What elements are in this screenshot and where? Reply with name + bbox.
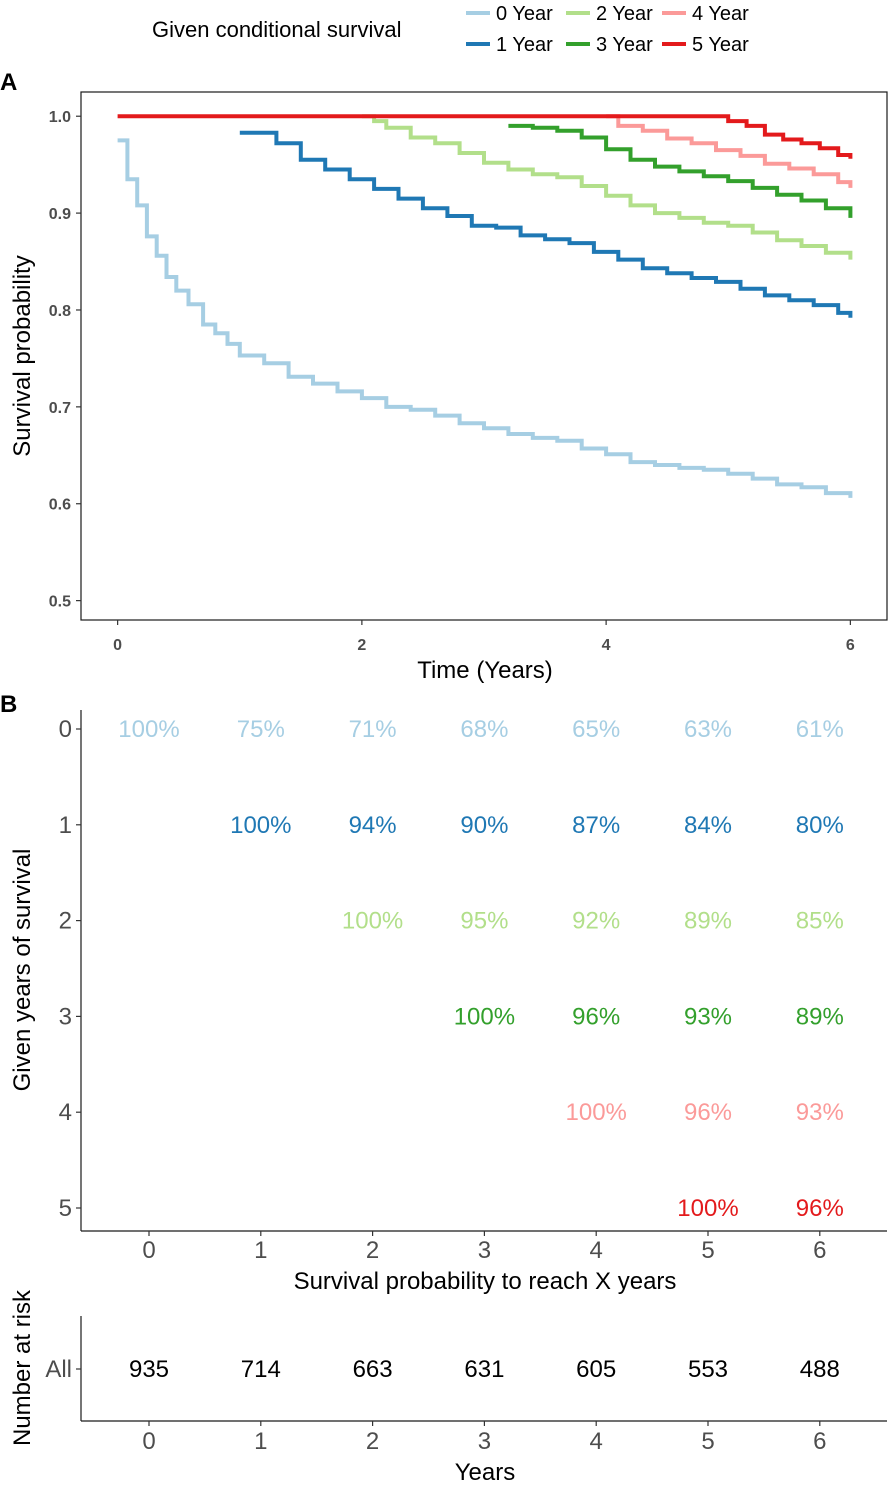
risk-col-tick-label-6: 6 — [813, 1428, 826, 1455]
x-tick-label-2: 2 — [357, 637, 366, 654]
col-tick-label-3: 3 — [478, 1237, 491, 1264]
y-tick-label-1-0: 1.0 — [49, 109, 71, 126]
risk-col-tick-label-0: 0 — [142, 1428, 155, 1455]
cell-given-3-year-6: 89% — [796, 1003, 844, 1030]
conditional-survival-table: 0 1 2 3 4 5 0 1 2 3 4 5 6 100% 75% 71% 68% 65% 63% 61% 100… — [9, 710, 887, 1295]
series-line-5-year — [117, 114, 853, 159]
row-tick-label-2: 2 — [59, 908, 72, 935]
risk-col-tick-label-3: 3 — [478, 1428, 491, 1455]
risk-x-axis-title: Years — [455, 1459, 516, 1486]
legend-label-0-year: 0 Year — [496, 3, 553, 25]
x-tick-label-4: 4 — [602, 637, 611, 654]
cell-given-5-year-5: 100% — [677, 1195, 738, 1222]
cell-given-1-year-6: 80% — [796, 812, 844, 839]
cell-given-1-year-5: 84% — [684, 812, 732, 839]
legend-label-4-year: 4 Year — [692, 3, 749, 25]
series-line-2-year — [361, 114, 853, 260]
series-line-4-year — [606, 114, 853, 188]
legend-label-5-year: 5 Year — [692, 34, 749, 56]
cell-given-1-year-3: 90% — [460, 812, 508, 839]
risk-col-tick-label-4: 4 — [590, 1428, 603, 1455]
panel-b-y-axis-title: Given years of survival — [9, 849, 36, 1092]
risk-count-year-1: 714 — [241, 1356, 281, 1383]
panel-a-x-axis-title: Time (Years) — [417, 657, 553, 684]
col-tick-label-6: 6 — [813, 1237, 826, 1264]
panel-a-y-axis-title: Survival probability — [9, 255, 36, 456]
col-tick-label-5: 5 — [701, 1237, 714, 1264]
cell-given-5-year-6: 96% — [796, 1195, 844, 1222]
risk-count-year-3: 631 — [464, 1356, 504, 1383]
survival-curve-panel: 0.5 0.6 0.7 0.8 0.9 1.0 0 2 4 6 Time (Years) Sur… — [9, 91, 888, 684]
cell-given-1-year-4: 87% — [572, 812, 620, 839]
x-tick-label-0: 0 — [113, 637, 122, 654]
y-tick-label-0-7: 0.7 — [49, 400, 71, 417]
legend-label-1-year: 1 Year — [496, 34, 553, 56]
cell-given-2-year-4: 92% — [572, 908, 620, 935]
risk-count-year-4: 605 — [576, 1356, 616, 1383]
col-tick-label-2: 2 — [366, 1237, 379, 1264]
cell-given-3-year-4: 96% — [572, 1003, 620, 1030]
legend-label-3-year: 3 Year — [596, 34, 653, 56]
col-tick-label-0: 0 — [142, 1237, 155, 1264]
cell-given-4-year-5: 96% — [684, 1099, 732, 1126]
col-tick-label-4: 4 — [590, 1237, 603, 1264]
cell-given-4-year-6: 93% — [796, 1099, 844, 1126]
cell-given-0-year-6: 61% — [796, 716, 844, 743]
legend-label-2-year: 2 Year — [596, 3, 653, 25]
cell-given-2-year-5: 89% — [684, 908, 732, 935]
cell-given-3-year-3: 100% — [454, 1003, 515, 1030]
panel-a-label: A — [0, 69, 17, 96]
risk-col-tick-label-1: 1 — [254, 1428, 267, 1455]
risk-col-tick-label-2: 2 — [366, 1428, 379, 1455]
cell-given-0-year-2: 71% — [349, 716, 397, 743]
risk-col-tick-label-5: 5 — [701, 1428, 714, 1455]
legend-title: Given conditional survival — [152, 17, 401, 42]
y-tick-label-0-9: 0.9 — [49, 206, 71, 223]
cell-given-0-year-0: 100% — [118, 716, 179, 743]
x-tick-label-6: 6 — [846, 637, 855, 654]
risk-count-year-6: 488 — [800, 1356, 840, 1383]
row-tick-label-1: 1 — [59, 812, 72, 839]
cell-given-3-year-5: 93% — [684, 1003, 732, 1030]
series-line-0-year — [117, 138, 853, 498]
y-tick-label-0-5: 0.5 — [49, 594, 71, 611]
risk-count-year-0: 935 — [129, 1356, 169, 1383]
cell-given-0-year-1: 75% — [237, 716, 285, 743]
row-tick-label-3: 3 — [59, 1003, 72, 1030]
cell-given-1-year-2: 94% — [349, 812, 397, 839]
cell-given-4-year-4: 100% — [566, 1099, 627, 1126]
legend: Given conditional survival 0 Year 2 Year 4… — [152, 3, 749, 56]
panel-b-x-axis-title: Survival probability to reach X years — [294, 1268, 677, 1295]
row-tick-label-4: 4 — [59, 1099, 72, 1126]
y-tick-label-0-8: 0.8 — [49, 303, 71, 320]
risk-y-axis-title: Number at risk — [9, 1289, 36, 1446]
cell-given-2-year-3: 95% — [460, 908, 508, 935]
panel-a-border — [80, 91, 888, 621]
series-line-1-year — [239, 130, 853, 318]
cell-given-0-year-5: 63% — [684, 716, 732, 743]
cell-given-2-year-2: 100% — [342, 908, 403, 935]
risk-count-year-2: 663 — [353, 1356, 393, 1383]
y-tick-label-0-6: 0.6 — [49, 497, 71, 514]
risk-count-year-5: 553 — [688, 1356, 728, 1383]
row-tick-label-5: 5 — [59, 1195, 72, 1222]
cell-given-0-year-3: 68% — [460, 716, 508, 743]
col-tick-label-1: 1 — [254, 1237, 267, 1264]
series-line-3-year — [508, 123, 853, 218]
panel-b-label: B — [0, 691, 17, 718]
cell-given-2-year-6: 85% — [796, 908, 844, 935]
row-tick-label-0: 0 — [59, 716, 72, 743]
risk-row-label-all: All — [45, 1356, 72, 1383]
cell-given-0-year-4: 65% — [572, 716, 620, 743]
cell-given-1-year-1: 100% — [230, 812, 291, 839]
